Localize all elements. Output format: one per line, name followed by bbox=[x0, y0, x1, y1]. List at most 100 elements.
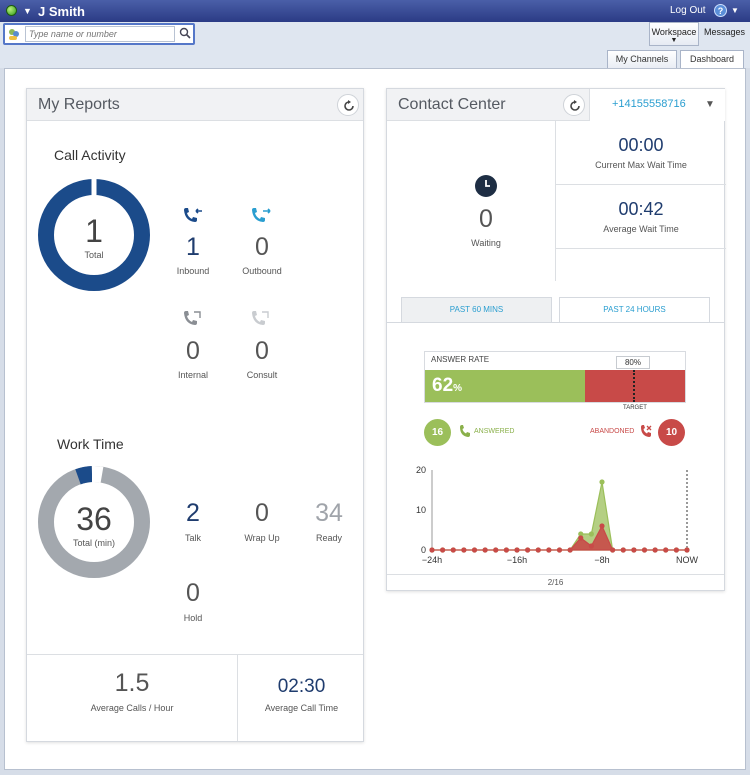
avg-wait-label: Average Wait Time bbox=[603, 224, 679, 234]
ready-label: Ready bbox=[315, 533, 342, 543]
series-point bbox=[503, 547, 509, 553]
pager-divider bbox=[387, 574, 724, 575]
ready-value: 34 bbox=[315, 499, 343, 527]
tab-dashboard[interactable]: Dashboard bbox=[680, 50, 744, 68]
avg-wait-value: 00:42 bbox=[618, 199, 664, 219]
answer-rate-box: ANSWER RATE 62% 80% TARGET bbox=[424, 351, 686, 411]
answer-rate-title: ANSWER RATE bbox=[431, 355, 490, 364]
series-point bbox=[578, 535, 584, 541]
talk-label: Talk bbox=[184, 533, 201, 543]
x-tick-label: −8h bbox=[594, 555, 609, 565]
series-point bbox=[546, 547, 552, 553]
answer-rate-bar-abandoned bbox=[585, 370, 685, 402]
series-point bbox=[440, 547, 446, 553]
calls-area-chart: 0 10 20 −24h −16h −8h NOW bbox=[416, 465, 699, 565]
series-point bbox=[461, 547, 467, 553]
series-point bbox=[535, 547, 541, 553]
internal-call-icon bbox=[184, 311, 201, 325]
search-input[interactable] bbox=[25, 26, 175, 42]
series-point bbox=[652, 547, 658, 553]
series-point bbox=[673, 547, 679, 553]
answer-rate-bar-answered bbox=[425, 370, 585, 402]
stats-divider bbox=[27, 654, 363, 655]
tabs-divider bbox=[387, 322, 724, 323]
series-area bbox=[432, 524, 687, 551]
waiting-section: 0 Waiting bbox=[387, 121, 556, 281]
series-point bbox=[599, 523, 605, 529]
refresh-reports-button[interactable] bbox=[337, 94, 359, 116]
people-icon[interactable] bbox=[7, 27, 21, 41]
workspace-label: Workspace bbox=[651, 27, 697, 37]
logout-link[interactable]: Log Out bbox=[670, 5, 706, 16]
abandoned-badge: 10 bbox=[658, 419, 685, 446]
answered-phone-icon bbox=[460, 425, 470, 437]
call-activity-total: 1 bbox=[85, 213, 103, 249]
waiting-label: Waiting bbox=[471, 238, 501, 248]
series-area bbox=[432, 481, 687, 551]
tab-past-60-mins[interactable]: PAST 60 MINS bbox=[401, 297, 552, 323]
internal-label: Internal bbox=[177, 370, 209, 380]
series-point bbox=[641, 547, 648, 553]
waiting-count: 0 bbox=[479, 205, 493, 233]
series-point bbox=[493, 547, 499, 553]
search-icon[interactable] bbox=[179, 27, 191, 39]
stats-divider-vertical bbox=[237, 654, 238, 741]
tab-my-channels[interactable]: My Channels bbox=[607, 50, 677, 68]
chevron-down-icon: ▼ bbox=[670, 37, 678, 44]
abandoned-label: ABANDONED bbox=[590, 428, 635, 435]
workspace-button[interactable]: Workspace ▼ bbox=[649, 22, 699, 46]
answer-rate-value: 62 bbox=[432, 375, 454, 396]
series-point bbox=[450, 547, 456, 553]
refresh-icon bbox=[344, 100, 354, 111]
help-caret-icon[interactable]: ▼ bbox=[731, 6, 739, 15]
contact-center-panel: Contact Center +14155558716 ▼ 0 Waiting … bbox=[386, 88, 726, 591]
max-wait-label: Current Max Wait Time bbox=[595, 160, 687, 170]
contact-center-header: Contact Center +14155558716 ▼ bbox=[387, 89, 725, 121]
wrap-up-label: Wrap Up bbox=[244, 533, 280, 543]
consult-label: Consult bbox=[246, 370, 278, 380]
outbound-label: Outbound bbox=[242, 266, 282, 276]
pager[interactable]: 2/16 bbox=[547, 578, 564, 587]
series-point bbox=[471, 547, 478, 553]
series-point bbox=[610, 547, 616, 553]
work-time-donut bbox=[38, 464, 150, 578]
series-point bbox=[684, 547, 690, 553]
presence-menu-caret-icon[interactable]: ▼ bbox=[23, 6, 32, 16]
y-tick-label: 0 bbox=[421, 545, 426, 555]
my-reports-panel: My Reports Call Activity 1 Total 1 Inbou… bbox=[26, 88, 364, 742]
tab-past-24-hours[interactable]: PAST 24 HOURS bbox=[559, 297, 710, 323]
outbound-count: 0 bbox=[255, 233, 269, 261]
series-point bbox=[588, 543, 594, 549]
avg-call-time-label: Average Call Time bbox=[264, 703, 339, 713]
work-time-total: 36 bbox=[76, 501, 112, 537]
inbound-count: 1 bbox=[186, 233, 200, 261]
presence-status-icon[interactable] bbox=[6, 5, 17, 16]
internal-count: 0 bbox=[186, 337, 200, 365]
help-icon[interactable]: ? bbox=[714, 4, 727, 17]
series-point bbox=[429, 547, 435, 553]
x-tick-label: −16h bbox=[507, 555, 527, 565]
messages-button[interactable]: Messages bbox=[704, 27, 746, 37]
target-label: TARGET bbox=[623, 405, 647, 411]
x-tick-label: NOW bbox=[676, 555, 699, 565]
phone-number-select[interactable]: +14155558716 ▼ bbox=[589, 89, 725, 121]
user-name: J Smith bbox=[38, 4, 85, 19]
series-point bbox=[556, 547, 563, 553]
avg-calls-label: Average Calls / Hour bbox=[90, 703, 174, 713]
answered-label: ANSWERED bbox=[474, 428, 515, 435]
refresh-icon bbox=[570, 100, 580, 111]
my-reports-header: My Reports bbox=[27, 89, 363, 121]
my-reports-title: My Reports bbox=[38, 96, 120, 113]
chevron-down-icon: ▼ bbox=[705, 99, 715, 110]
abandoned-phone-icon bbox=[641, 425, 652, 437]
target-marker bbox=[633, 370, 635, 402]
max-wait-value: 00:00 bbox=[618, 135, 664, 155]
consult-call-icon bbox=[252, 311, 269, 325]
answered-badge: 16 bbox=[424, 419, 451, 446]
refresh-contact-button[interactable] bbox=[563, 94, 585, 116]
call-activity-title: Call Activity bbox=[54, 147, 126, 163]
hold-label: Hold bbox=[183, 613, 203, 623]
hold-value: 0 bbox=[186, 579, 200, 607]
series-point bbox=[567, 547, 573, 553]
series-point bbox=[482, 547, 488, 553]
